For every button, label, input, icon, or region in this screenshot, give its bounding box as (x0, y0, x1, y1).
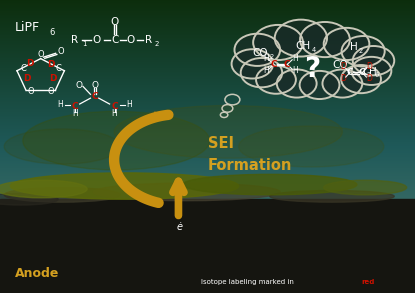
Ellipse shape (93, 183, 280, 201)
Ellipse shape (4, 129, 120, 164)
Ellipse shape (183, 174, 357, 195)
Text: LiPF: LiPF (15, 21, 40, 34)
Ellipse shape (4, 188, 120, 202)
Ellipse shape (270, 190, 394, 202)
Text: H: H (292, 67, 298, 75)
Text: H: H (57, 100, 63, 109)
Text: O: O (47, 87, 54, 96)
Ellipse shape (0, 180, 87, 198)
Ellipse shape (114, 105, 342, 158)
Circle shape (352, 57, 391, 85)
Text: O: O (126, 35, 134, 45)
Text: C: C (111, 35, 119, 45)
Circle shape (341, 65, 381, 93)
Text: O: O (76, 81, 82, 90)
Text: H: H (264, 54, 269, 62)
Text: O: O (110, 17, 118, 27)
Text: C: C (347, 68, 353, 77)
Text: R: R (71, 35, 78, 45)
Text: O: O (37, 50, 44, 59)
Text: O: O (28, 87, 34, 96)
Text: 4: 4 (312, 47, 316, 53)
Text: C: C (359, 68, 366, 77)
Text: 2: 2 (358, 48, 362, 54)
Circle shape (232, 49, 273, 79)
Text: 1: 1 (82, 41, 86, 47)
Circle shape (277, 69, 317, 98)
Text: O: O (92, 35, 100, 45)
Text: 2: 2 (366, 72, 370, 78)
Text: Anode: Anode (15, 268, 59, 280)
Text: 6: 6 (374, 72, 378, 78)
Ellipse shape (324, 180, 407, 195)
Text: H: H (126, 100, 132, 109)
Text: C: C (20, 64, 26, 73)
Circle shape (300, 71, 339, 99)
Text: D: D (26, 59, 33, 68)
Text: 2: 2 (155, 41, 159, 47)
Circle shape (234, 34, 280, 66)
Circle shape (353, 46, 394, 75)
Text: O: O (91, 81, 98, 90)
Text: C: C (55, 64, 61, 73)
Text: H: H (264, 67, 269, 75)
Ellipse shape (0, 193, 58, 205)
Text: C: C (92, 92, 98, 101)
Bar (0, 199, 415, 293)
Ellipse shape (23, 111, 210, 170)
Circle shape (300, 22, 350, 57)
Text: D: D (47, 60, 55, 69)
Text: H: H (350, 42, 358, 52)
Text: D: D (366, 74, 372, 83)
Text: D: D (340, 62, 346, 71)
Text: D: D (24, 74, 31, 83)
Circle shape (322, 69, 362, 98)
Text: red: red (361, 279, 374, 285)
Text: H: H (292, 54, 298, 62)
Text: D: D (340, 74, 346, 83)
Text: CH: CH (295, 41, 310, 51)
Circle shape (324, 28, 369, 60)
Circle shape (253, 25, 303, 60)
Text: H: H (112, 109, 117, 118)
Text: C: C (111, 102, 118, 110)
Text: H: H (72, 109, 78, 118)
Text: D: D (49, 74, 56, 84)
Text: ?: ? (304, 55, 320, 83)
Ellipse shape (239, 126, 384, 167)
Text: C: C (362, 67, 369, 77)
Text: R: R (144, 35, 152, 45)
Text: Formation: Formation (208, 158, 292, 173)
Circle shape (241, 58, 282, 87)
Text: C: C (271, 60, 277, 69)
Circle shape (342, 36, 385, 67)
Circle shape (275, 20, 327, 57)
Text: H: H (369, 67, 377, 77)
Text: 6: 6 (49, 28, 54, 37)
Text: C: C (284, 60, 290, 69)
Text: CO: CO (253, 48, 269, 58)
Text: O: O (57, 47, 64, 56)
Text: D: D (366, 62, 372, 71)
Text: C: C (71, 102, 78, 110)
Text: ė: ė (176, 222, 182, 232)
Circle shape (256, 66, 296, 94)
Ellipse shape (10, 173, 239, 199)
Text: CO: CO (332, 60, 348, 70)
Text: 2: 2 (270, 54, 274, 59)
Text: Isotope labeling marked in: Isotope labeling marked in (201, 279, 296, 285)
Text: SEI: SEI (208, 136, 234, 151)
